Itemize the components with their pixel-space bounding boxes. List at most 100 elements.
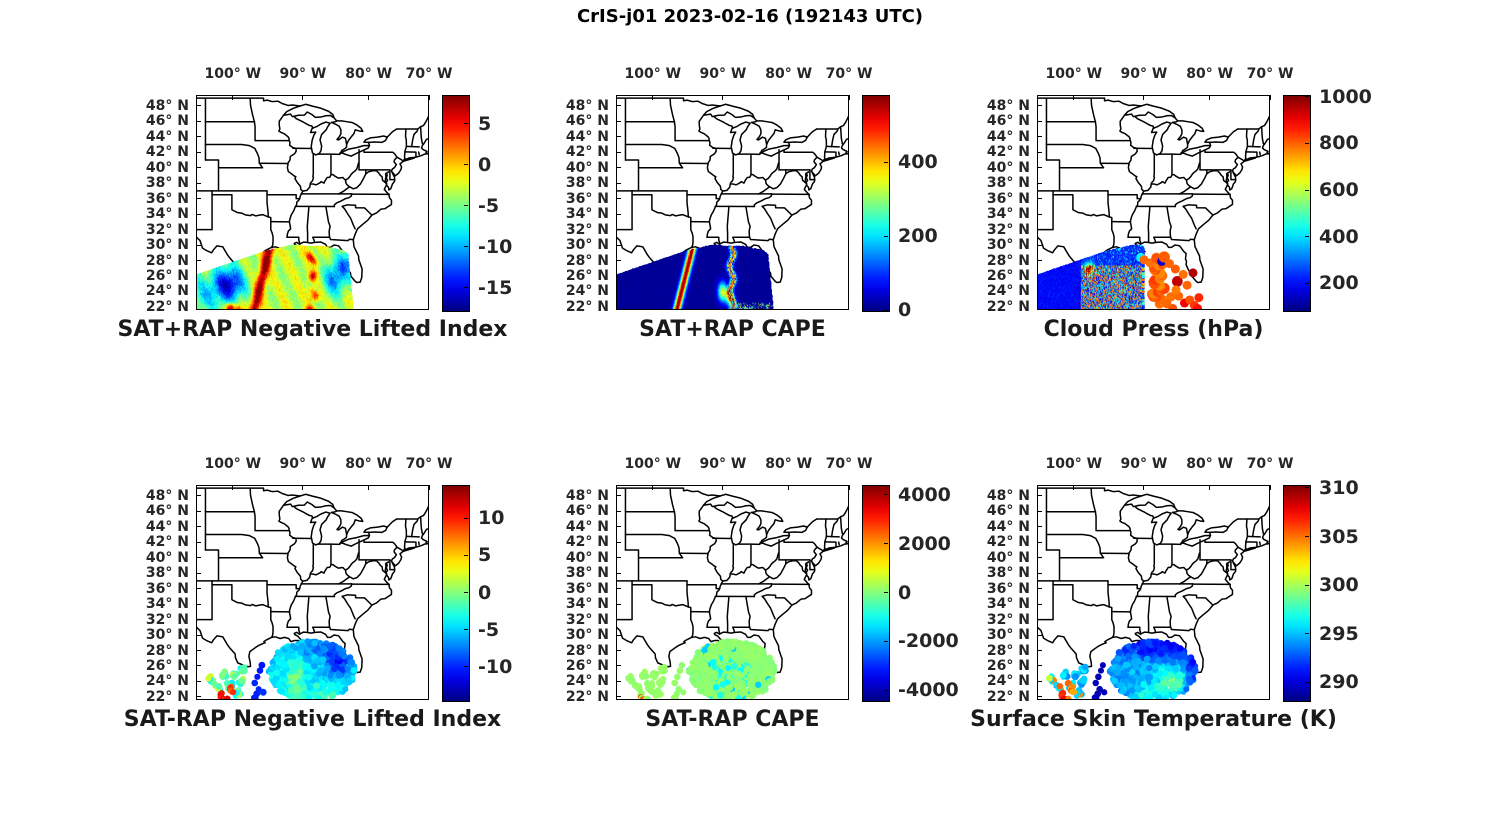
lon-tick-label: 100° W xyxy=(204,66,262,82)
colorbar-tick-label: -2000 xyxy=(898,630,959,653)
lat-tick-label: 24° N xyxy=(986,673,1030,690)
lon-tick-label: 100° W xyxy=(204,456,262,472)
colorbar-tick-label: 1000 xyxy=(1319,85,1372,108)
colorbar-tick-label: -5 xyxy=(478,194,500,217)
colorbar-tick-label: -5 xyxy=(478,618,500,641)
lat-tick-label: 48° N xyxy=(565,487,609,504)
lat-tick-label: 32° N xyxy=(565,611,609,628)
colorbar-tick-mark xyxy=(464,205,468,207)
lat-tick-label: 48° N xyxy=(145,487,189,504)
lat-tick-label: 28° N xyxy=(145,642,189,659)
lat-tick-label: 26° N xyxy=(145,267,189,284)
colorbar xyxy=(442,485,470,702)
colorbar-tick-label: 2000 xyxy=(898,532,951,555)
colorbar xyxy=(862,95,890,312)
lat-tick-label: 34° N xyxy=(145,596,189,613)
lon-tick-label: 80° W xyxy=(345,66,393,82)
colorbar-tick-label: 295 xyxy=(1319,622,1359,645)
lat-tick-label: 44° N xyxy=(565,518,609,535)
lat-tick-label: 22° N xyxy=(986,298,1030,315)
lon-tick-label: 90° W xyxy=(279,66,327,82)
lat-tick-label: 42° N xyxy=(986,144,1030,161)
colorbar-tick-mark xyxy=(464,287,468,289)
lat-tick-label: 28° N xyxy=(565,642,609,659)
lat-tick-label: 44° N xyxy=(565,128,609,145)
lon-tick-label: 90° W xyxy=(699,456,747,472)
colorbar-tick-mark xyxy=(1305,189,1309,191)
lat-tick-label: 32° N xyxy=(565,221,609,238)
lat-tick-label: 46° N xyxy=(986,503,1030,520)
lat-tick-label: 34° N xyxy=(986,596,1030,613)
lat-tick-label: 34° N xyxy=(145,206,189,223)
lon-tick-label: 70° W xyxy=(405,456,453,472)
lat-tick-label: 36° N xyxy=(145,190,189,207)
colorbar-tick-label: -10 xyxy=(478,235,513,258)
lat-tick-label: 44° N xyxy=(145,518,189,535)
colorbar-tick-mark xyxy=(1305,142,1309,144)
colorbar-tick-label: 200 xyxy=(898,225,938,248)
colorbar-tick-label: 10 xyxy=(478,507,505,530)
lat-tick-label: 30° N xyxy=(986,627,1030,644)
lon-tick-label: 80° W xyxy=(765,456,813,472)
lat-tick-label: 38° N xyxy=(145,175,189,192)
colorbar-tick-mark xyxy=(884,494,888,496)
lat-tick-label: 48° N xyxy=(145,97,189,114)
colorbar-tick-mark xyxy=(464,629,468,631)
map-canvas xyxy=(196,95,429,310)
panel-title: Cloud Press (hPa) xyxy=(1043,317,1264,342)
lat-tick-label: 36° N xyxy=(565,580,609,597)
map-canvas xyxy=(616,95,849,310)
lat-tick-label: 30° N xyxy=(986,237,1030,254)
lat-tick-label: 32° N xyxy=(986,611,1030,628)
lat-tick-label: 26° N xyxy=(565,657,609,674)
colorbar-tick-mark xyxy=(1305,282,1309,284)
lat-tick-label: 30° N xyxy=(145,237,189,254)
colorbar-tick-mark xyxy=(464,592,468,593)
lon-tick-label: 80° W xyxy=(765,66,813,82)
lat-tick-label: 22° N xyxy=(986,688,1030,705)
colorbar-tick-label: 400 xyxy=(898,151,938,174)
lat-tick-label: 26° N xyxy=(986,267,1030,284)
lat-tick-label: 24° N xyxy=(145,673,189,690)
lat-tick-label: 34° N xyxy=(565,206,609,223)
lat-tick-label: 26° N xyxy=(145,657,189,674)
lon-tick-label: 100° W xyxy=(624,456,682,472)
lat-tick-label: 40° N xyxy=(986,159,1030,176)
panel-title: Surface Skin Temperature (K) xyxy=(970,707,1337,732)
lon-tick-mark xyxy=(428,485,430,490)
lat-tick-label: 40° N xyxy=(565,549,609,566)
lon-tick-label: 90° W xyxy=(1120,456,1168,472)
colorbar-tick-mark xyxy=(884,309,888,311)
colorbar-tick-mark xyxy=(464,554,468,556)
colorbar xyxy=(442,95,470,312)
lat-tick-label: 38° N xyxy=(986,175,1030,192)
lat-tick-label: 24° N xyxy=(565,283,609,300)
lat-tick-label: 28° N xyxy=(145,252,189,269)
colorbar-tick-label: 0 xyxy=(898,581,912,604)
colorbar-tick-mark xyxy=(884,640,888,642)
lat-tick-label: 22° N xyxy=(565,298,609,315)
colorbar-tick-mark xyxy=(884,592,888,593)
lat-tick-label: 42° N xyxy=(145,534,189,551)
colorbar-tick-label: 600 xyxy=(1319,179,1359,202)
lat-tick-label: 48° N xyxy=(986,97,1030,114)
lat-tick-label: 36° N xyxy=(986,190,1030,207)
colorbar-tick-mark xyxy=(1305,633,1309,635)
lat-tick-label: 24° N xyxy=(986,283,1030,300)
lat-tick-label: 38° N xyxy=(986,565,1030,582)
colorbar xyxy=(1283,95,1311,312)
colorbar-tick-mark xyxy=(1305,536,1309,538)
colorbar-tick-label: -10 xyxy=(478,655,513,678)
colorbar-tick-mark xyxy=(1305,487,1309,489)
lat-tick-label: 28° N xyxy=(986,642,1030,659)
lat-tick-label: 34° N xyxy=(565,596,609,613)
lon-tick-label: 80° W xyxy=(1186,456,1234,472)
colorbar-tick-label: 800 xyxy=(1319,132,1359,155)
lat-tick-label: 28° N xyxy=(986,252,1030,269)
lon-tick-label: 70° W xyxy=(825,456,873,472)
lat-tick-label: 22° N xyxy=(565,688,609,705)
colorbar-tick-label: 0 xyxy=(478,581,492,604)
lat-tick-label: 22° N xyxy=(145,688,189,705)
lon-tick-label: 70° W xyxy=(825,66,873,82)
lat-tick-label: 28° N xyxy=(565,252,609,269)
